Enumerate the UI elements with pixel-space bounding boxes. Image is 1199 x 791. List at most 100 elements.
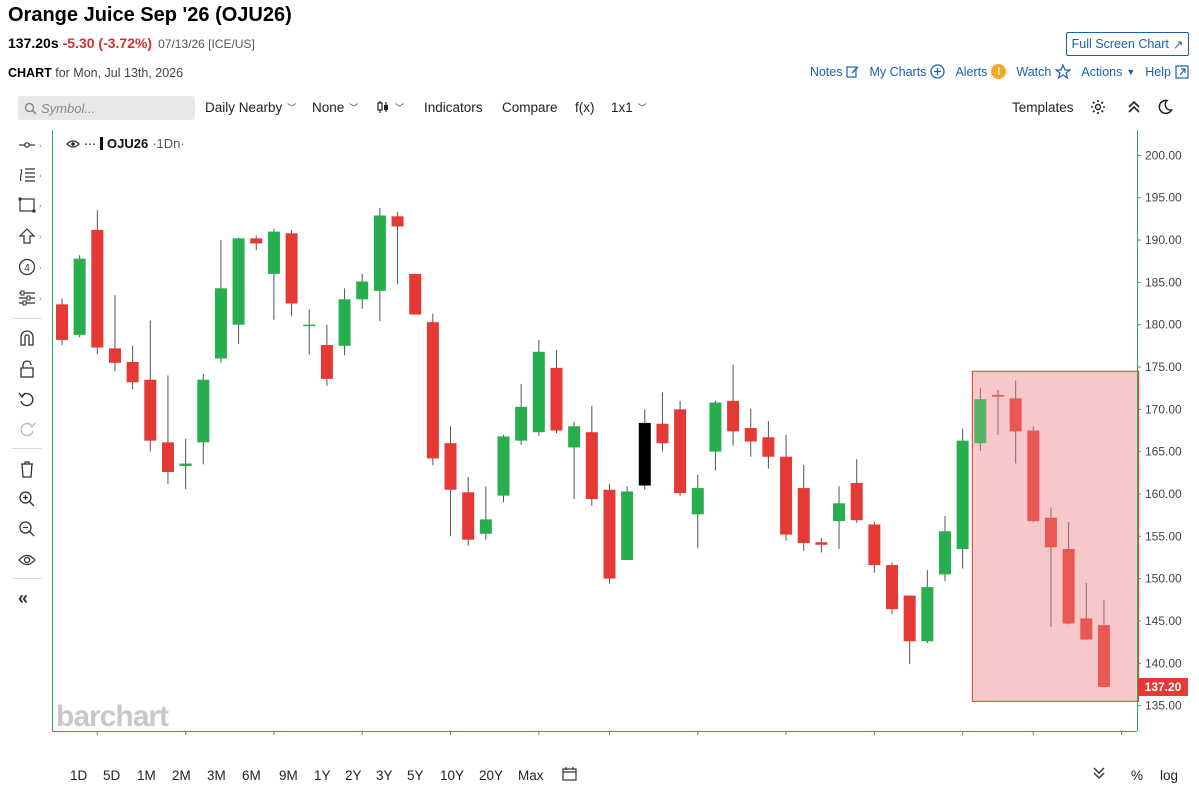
period-10y[interactable]: 10Y: [440, 768, 465, 783]
arrow-tool-button[interactable]: ›: [18, 225, 48, 247]
period-1d[interactable]: 1D: [70, 768, 88, 783]
settings-button[interactable]: [1090, 99, 1106, 115]
search-icon: [24, 102, 37, 115]
candle: [144, 320, 157, 452]
collapse-rail-button[interactable]: «: [18, 587, 48, 609]
function-label: f(x): [575, 100, 595, 115]
candle: [232, 237, 245, 345]
price-chart[interactable]: 135.00 140.00 145.00 150.00 155.00 160.00 165.…: [52, 130, 1199, 736]
collapse-header-button[interactable]: [1127, 99, 1141, 115]
actions-menu[interactable]: Actions ▼: [1081, 65, 1135, 79]
my-charts-link[interactable]: My Charts: [869, 64, 946, 79]
full-screen-chart-button[interactable]: Full Screen Chart ↗: [1066, 32, 1189, 56]
notes-link[interactable]: Notes: [810, 65, 860, 79]
number-tool-button[interactable]: 4 ›: [18, 256, 48, 278]
candle: [373, 207, 386, 322]
candle: [550, 350, 563, 434]
candle: [73, 255, 86, 338]
candle-body: [479, 519, 492, 534]
candle: [903, 595, 916, 665]
templates-button[interactable]: Templates: [1012, 100, 1074, 115]
interval-dropdown[interactable]: Daily Nearby ﹀: [205, 100, 296, 115]
y-tick-label: 165.00: [1145, 445, 1182, 459]
number-circle-icon: 4: [18, 258, 36, 276]
candle: [762, 421, 775, 469]
last-price-label: 137.20: [1145, 680, 1182, 694]
candle-body: [815, 542, 828, 545]
chart-area[interactable]: 135.00 140.00 145.00 150.00 155.00 160.00 165.…: [52, 130, 1199, 736]
period-2y[interactable]: 2Y: [345, 768, 362, 783]
lock-button[interactable]: [18, 358, 48, 380]
period-bar: 1D 5D 1M 2M 3M 6M 9M 1Y 2Y 3Y 5Y 10Y 20Y Max % log: [0, 760, 1199, 790]
measure-tool-icon: [19, 290, 35, 306]
candle-body: [744, 427, 757, 442]
candle: [409, 273, 422, 315]
compare-button[interactable]: Compare: [502, 100, 558, 115]
expand-bottom-button[interactable]: [1093, 766, 1105, 783]
help-link[interactable]: Help: [1145, 65, 1189, 79]
chart-label: CHART: [8, 66, 52, 80]
candle-body: [532, 351, 545, 433]
more-icon[interactable]: ⋯: [84, 136, 96, 151]
shape-tool-button[interactable]: ›: [18, 194, 48, 216]
date-range-button[interactable]: [562, 766, 577, 784]
eye-icon: [18, 554, 36, 566]
period-5y[interactable]: 5Y: [407, 768, 424, 783]
period-1m[interactable]: 1M: [137, 768, 156, 783]
fib-tool-icon: [19, 168, 35, 182]
period-max[interactable]: Max: [518, 768, 544, 783]
candle: [656, 392, 669, 452]
candle: [497, 434, 510, 503]
period-6m[interactable]: 6M: [242, 768, 261, 783]
interval-label: Daily Nearby: [205, 100, 283, 115]
measure-tool-button[interactable]: ›: [18, 287, 48, 309]
chart-date-label: CHART for Mon, Jul 13th, 2026: [8, 66, 183, 80]
fib-tool-button[interactable]: ›: [18, 164, 48, 186]
candle-body: [868, 524, 881, 566]
alerts-link[interactable]: Alerts !: [955, 64, 1007, 79]
delete-button[interactable]: [18, 458, 48, 480]
eye-icon[interactable]: [66, 139, 80, 149]
layout-dropdown[interactable]: 1x1 ﹀: [611, 100, 647, 115]
page-title: Orange Juice Sep '26 (OJU26): [8, 4, 292, 26]
candle-body: [356, 281, 369, 300]
y-tick-label: 145.00: [1145, 614, 1182, 628]
zoom-out-button[interactable]: [18, 518, 48, 540]
candle-body: [1044, 517, 1057, 548]
percent-scale-button[interactable]: %: [1131, 768, 1144, 783]
period-1y[interactable]: 1Y: [314, 768, 331, 783]
dark-mode-button[interactable]: [1157, 99, 1173, 115]
period-3y[interactable]: 3Y: [376, 768, 393, 783]
indicators-button[interactable]: Indicators: [424, 100, 483, 115]
actions-label: Actions: [1081, 64, 1123, 79]
function-button[interactable]: f(x): [575, 100, 595, 115]
none-dropdown[interactable]: None ﹀: [312, 100, 358, 115]
redo-icon: [20, 422, 36, 437]
star-icon: [1055, 64, 1072, 79]
period-9m[interactable]: 9M: [279, 768, 298, 783]
zoom-in-button[interactable]: [18, 488, 48, 510]
candle-body: [197, 379, 210, 443]
watch-link[interactable]: Watch: [1016, 64, 1072, 79]
log-scale-button[interactable]: log: [1160, 768, 1179, 783]
candle-body: [638, 422, 651, 486]
undo-button[interactable]: [18, 388, 48, 410]
symbol-search-input[interactable]: Symbol...: [18, 96, 195, 120]
double-chevron-up-icon: [1128, 100, 1140, 113]
period-5d[interactable]: 5D: [103, 768, 121, 783]
period-20y[interactable]: 20Y: [479, 768, 504, 783]
candle-body: [656, 423, 669, 444]
chart-type-dropdown[interactable]: ﹀: [376, 100, 404, 114]
candle-body: [762, 437, 775, 457]
candle-body: [232, 238, 245, 325]
y-tick-label: 180.00: [1145, 318, 1182, 332]
visibility-button[interactable]: [18, 549, 48, 571]
line-tool-button[interactable]: ›: [18, 134, 48, 156]
redo-button[interactable]: [18, 418, 48, 440]
candle: [356, 273, 369, 309]
period-2m[interactable]: 2M: [172, 768, 191, 783]
y-tick-label: 150.00: [1145, 572, 1182, 586]
chevron-right-icon: ›: [39, 293, 42, 303]
magnet-button[interactable]: [18, 327, 48, 349]
period-3m[interactable]: 3M: [207, 768, 226, 783]
